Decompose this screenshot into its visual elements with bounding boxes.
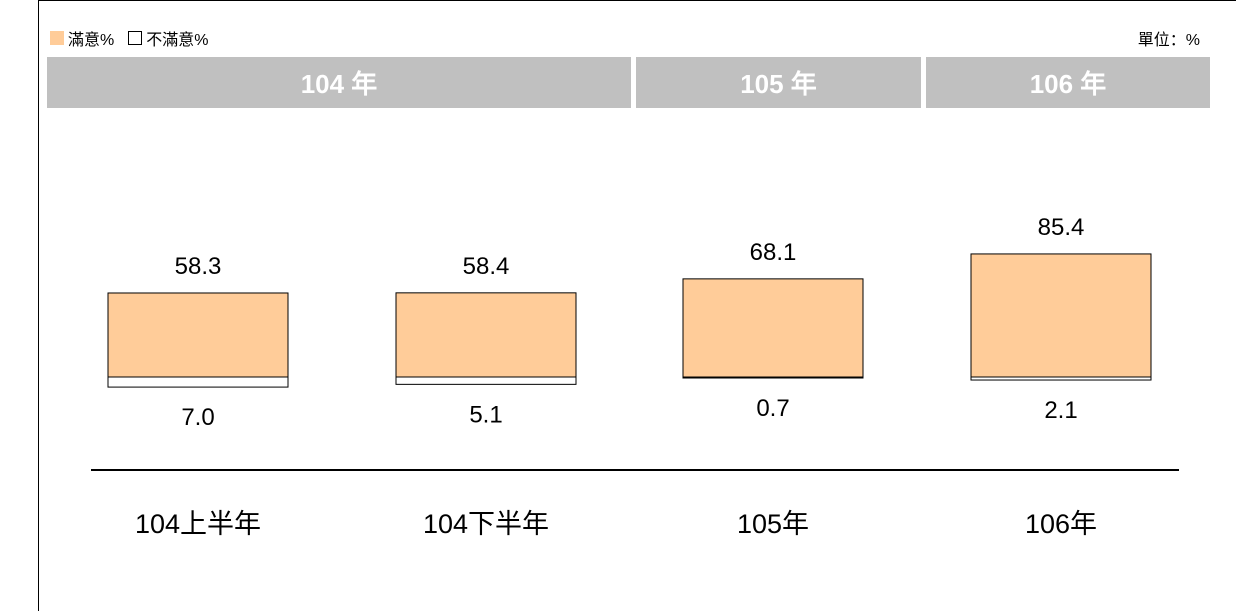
bar-satisfied-0 — [107, 292, 289, 378]
legend-label-unsatisfied: 不滿意% — [146, 32, 209, 49]
data-label-satisfied-0: 58.3 — [175, 253, 222, 280]
chart-frame — [38, 0, 1236, 611]
data-label-satisfied-1: 58.4 — [463, 253, 510, 280]
data-label-unsatisfied-0: 7.0 — [181, 404, 214, 431]
category-label-2: 105年 — [737, 509, 809, 539]
data-label-satisfied-2: 68.1 — [750, 239, 797, 266]
legend-item-unsatisfied: 不滿意% — [128, 26, 208, 50]
bar-unsatisfied-1 — [395, 376, 577, 385]
category-label-3: 106年 — [1025, 509, 1097, 539]
bar-unsatisfied-3 — [970, 376, 1152, 381]
year-header-106: 106 年 — [926, 57, 1210, 108]
bar-satisfied-2 — [682, 278, 864, 378]
data-label-unsatisfied-1: 5.1 — [469, 401, 502, 428]
unit-label: 單位：% — [1137, 32, 1200, 49]
category-label-0: 104上半年 — [135, 509, 261, 539]
data-label-unsatisfied-2: 0.7 — [756, 395, 789, 422]
bar-unsatisfied-0 — [107, 376, 289, 388]
bar-satisfied-1 — [395, 292, 577, 378]
legend-swatch-unsatisfied — [128, 31, 143, 45]
year-header-104: 104 年 — [47, 57, 631, 108]
legend-label-satisfied: 滿意% — [68, 32, 115, 49]
data-label-unsatisfied-3: 2.1 — [1044, 397, 1077, 424]
year-header-105: 105 年 — [636, 57, 921, 108]
data-label-satisfied-3: 85.4 — [1038, 214, 1085, 241]
bar-satisfied-3 — [970, 253, 1152, 378]
bar-unsatisfied-2 — [682, 376, 864, 379]
category-label-1: 104下半年 — [423, 509, 549, 539]
legend-swatch-satisfied — [50, 31, 64, 45]
legend: 滿意% 不滿意% — [50, 26, 222, 50]
legend-item-satisfied: 滿意% — [50, 26, 114, 50]
